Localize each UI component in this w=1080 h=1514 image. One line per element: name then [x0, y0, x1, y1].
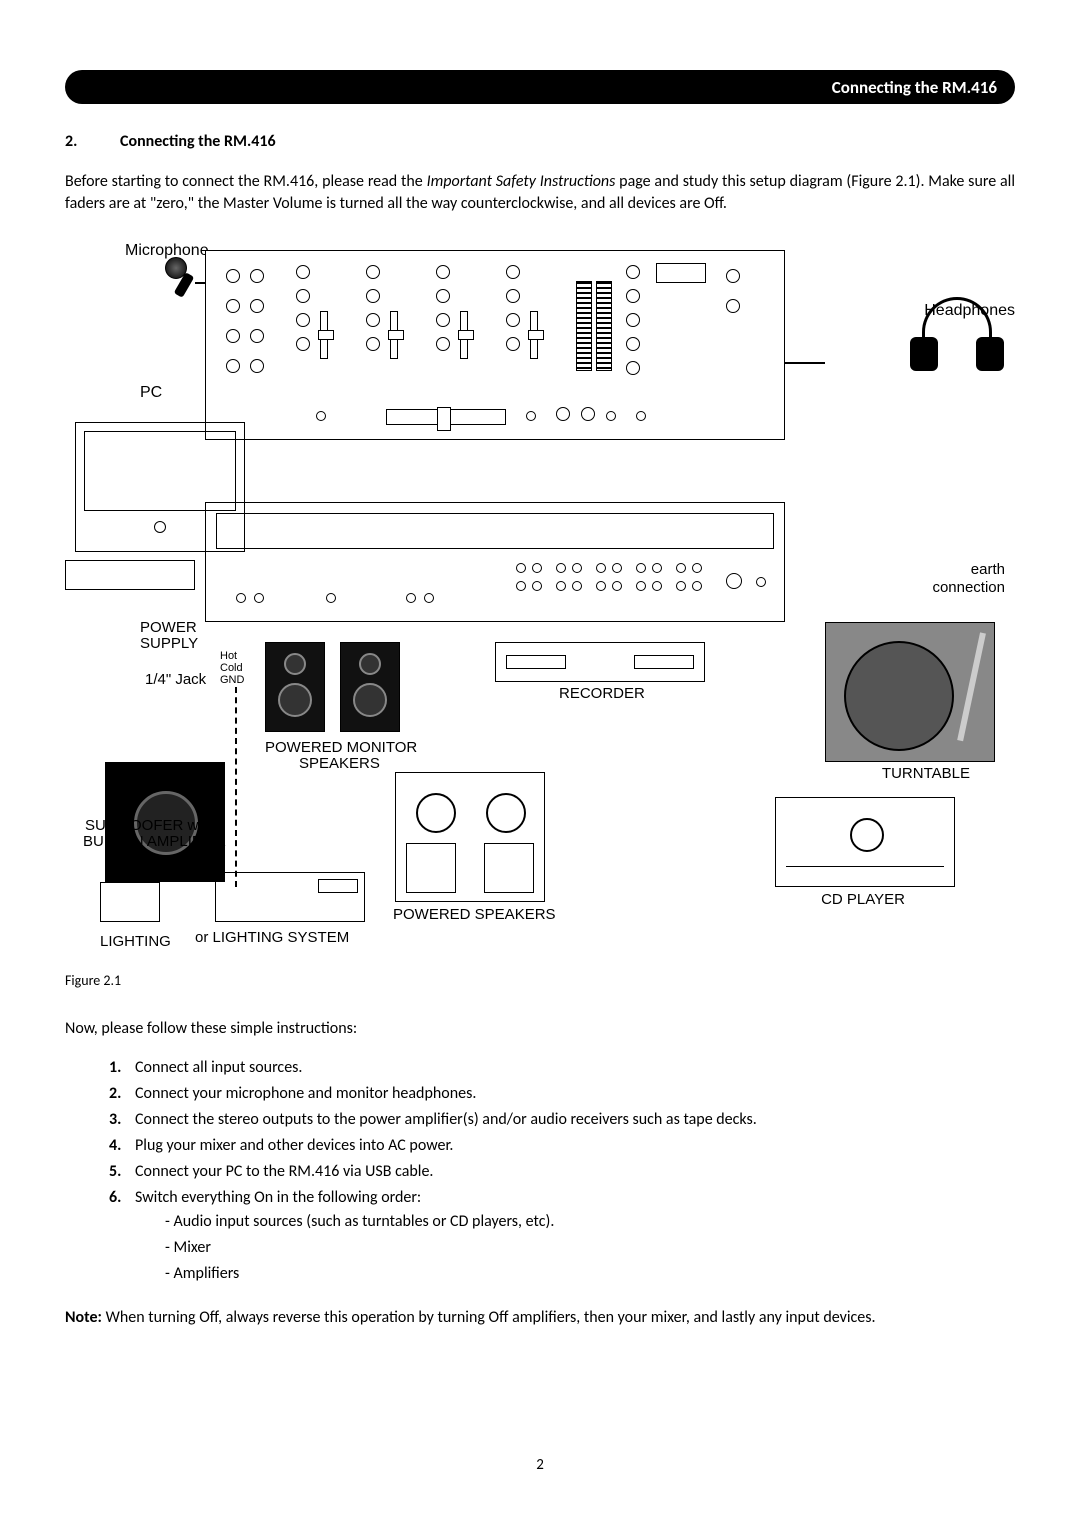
note-paragraph: Note: When turning Off, always reverse t… — [65, 1308, 1015, 1327]
label-sub-2: BUILT-IN AMPLIFIER — [83, 834, 226, 851]
step-2: Connect your microphone and monitor head… — [125, 1082, 1015, 1106]
instructions-lead: Now, please follow these simple instruct… — [65, 1019, 1015, 1038]
intro-emph: Important Safety Instructions — [427, 172, 616, 191]
turntable-icon — [825, 622, 995, 762]
header-title: Connecting the RM.416 — [832, 77, 997, 98]
label-pc: PC — [140, 384, 162, 402]
figure-caption: Figure 2.1 — [65, 972, 1015, 989]
steps-list: Connect all input sources. Connect your … — [125, 1056, 1015, 1286]
intro-paragraph: Before starting to connect the RM.416, p… — [65, 171, 1015, 214]
label-cold: Cold — [220, 662, 243, 674]
page-header-bar: Connecting the RM.416 — [65, 70, 1015, 104]
label-power-2: SUPPLY — [140, 636, 198, 653]
step-1: Connect all input sources. — [125, 1056, 1015, 1080]
label-cd-player: CD PLAYER — [821, 892, 905, 909]
note-text: When turning Off, always reverse this op… — [102, 1308, 876, 1327]
label-earth-2: connection — [932, 580, 1005, 597]
mixer-front-panel — [205, 250, 785, 440]
label-lighting: LIGHTING — [100, 934, 171, 951]
page-number: 2 — [0, 1456, 1080, 1474]
section-heading: 2. Connecting the RM.416 — [65, 132, 1015, 151]
recorder-icon — [495, 642, 705, 682]
step-5: Connect your PC to the RM.416 via USB ca… — [125, 1160, 1015, 1184]
intro-pre: Before starting to connect the RM.416, p… — [65, 172, 427, 191]
label-hot: Hot — [220, 650, 237, 662]
mixer-rear-panel — [205, 502, 785, 622]
headphones-icon — [910, 297, 1010, 387]
sub-steps-list: Audio input sources (such as turntables … — [155, 1210, 1015, 1286]
step-6: Switch everything On in the following or… — [125, 1186, 1015, 1286]
monitor-speaker-right-icon — [340, 642, 400, 732]
cd-player-icon — [775, 797, 955, 887]
label-recorder: RECORDER — [559, 686, 645, 703]
label-gnd: GND — [220, 674, 244, 686]
sub-step-3: Amplifiers — [155, 1262, 1015, 1286]
lighting-system-icon — [215, 872, 365, 922]
lighting-fixture-icon — [100, 882, 160, 922]
microphone-icon — [165, 257, 205, 297]
pc-keyboard-icon — [65, 560, 195, 590]
label-monitor-2: SPEAKERS — [299, 756, 380, 773]
monitor-speaker-left-icon — [265, 642, 325, 732]
label-earth-1: earth — [971, 562, 1005, 579]
section-number: 2. — [65, 132, 120, 151]
label-quarter-jack: 1/4" Jack — [145, 672, 206, 689]
step-4: Plug your mixer and other devices into A… — [125, 1134, 1015, 1158]
label-or-lighting: or LIGHTING SYSTEM — [195, 930, 349, 947]
setup-diagram: Microphone — [65, 242, 1015, 962]
sub-step-1: Audio input sources (such as turntables … — [155, 1210, 1015, 1234]
powered-speakers-icon — [395, 772, 545, 902]
note-label: Note: — [65, 1308, 102, 1327]
sub-step-2: Mixer — [155, 1236, 1015, 1260]
label-powered-speakers: POWERED SPEAKERS — [393, 907, 556, 924]
section-title: Connecting the RM.416 — [120, 132, 276, 151]
label-turntable: TURNTABLE — [882, 766, 970, 783]
step-6-text: Switch everything On in the following or… — [135, 1188, 421, 1207]
step-3: Connect the stereo outputs to the power … — [125, 1108, 1015, 1132]
